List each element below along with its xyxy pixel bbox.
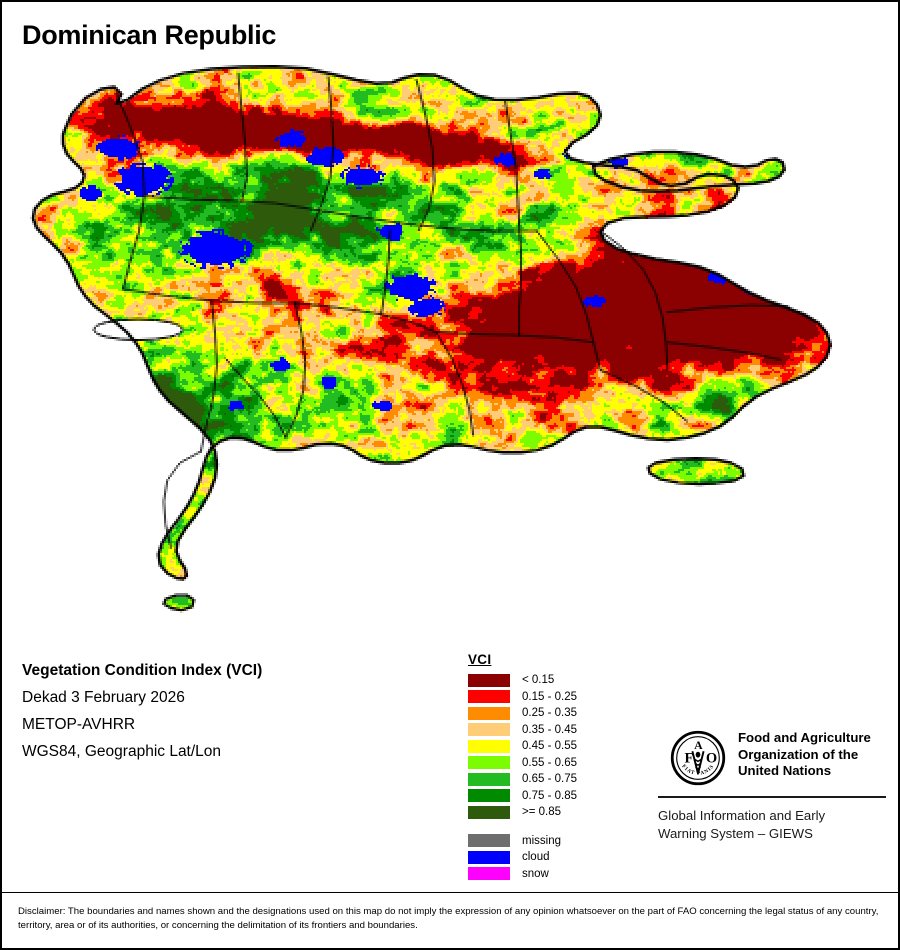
legend-special-label: snow — [522, 867, 549, 880]
fao-organization-name: Food and Agriculture Organization of the U… — [738, 730, 871, 780]
legend-class-label: 0.65 - 0.75 — [522, 773, 577, 786]
disclaimer-text: Disclaimer: The boundaries and names sho… — [18, 906, 879, 931]
legend-special-label: missing — [522, 834, 561, 847]
legend-spacer — [468, 821, 638, 833]
legend-class-1[interactable]: 0.15 - 0.25 — [468, 689, 638, 706]
legend-class-swatch — [468, 690, 510, 704]
legend-class-swatch — [468, 723, 510, 737]
fao-emblem-icon: F A O FIAT PANIS — [670, 730, 726, 786]
giews-line: Global Information and Early — [658, 808, 826, 823]
legend-title: VCI — [468, 652, 492, 667]
map-figure — [10, 57, 894, 637]
legend-special-label: cloud — [522, 851, 550, 864]
legend-class-label: 0.55 - 0.65 — [522, 756, 577, 769]
map-info-block: Vegetation Condition Index (VCI) Dekad 3 … — [22, 657, 442, 765]
legend-class-label: < 0.15 — [522, 674, 555, 687]
legend-special-swatch — [468, 867, 510, 881]
legend-special-2[interactable]: snow — [468, 866, 638, 883]
giews-system-name: Global Information and Early Warning Syst… — [658, 807, 895, 843]
fao-logo-row: F A O FIAT PANIS Food and Agriculture Org… — [670, 730, 895, 786]
page-title: Dominican Republic — [22, 20, 277, 50]
legend-special-swatch — [468, 850, 510, 864]
svg-text:A: A — [694, 739, 703, 752]
legend-class-swatch — [468, 739, 510, 753]
fao-org-line: Organization of the — [738, 746, 859, 762]
legend-class-swatch — [468, 805, 510, 819]
fao-branding: F A O FIAT PANIS Food and Agriculture Org… — [658, 730, 895, 843]
legend-class-swatch — [468, 673, 510, 687]
fao-org-line: Food and Agriculture — [738, 730, 871, 745]
legend-class-7[interactable]: 0.75 - 0.85 — [468, 788, 638, 805]
legend-class-label: 0.15 - 0.25 — [522, 690, 577, 703]
legend-class-3[interactable]: 0.35 - 0.45 — [468, 722, 638, 739]
legend-class-swatch — [468, 789, 510, 803]
legend: VCI < 0.15 0.15 - 0.25 0.25 - 0.35 0.35 - 0… — [468, 652, 638, 882]
legend-special-0[interactable]: missing — [468, 833, 638, 850]
legend-class-label: 0.25 - 0.35 — [522, 707, 577, 720]
legend-class-label: >= 0.85 — [522, 806, 562, 819]
info-line-1: Dekad 3 February 2026 — [22, 689, 185, 706]
legend-class-2[interactable]: 0.25 - 0.35 — [468, 705, 638, 722]
legend-class-label: 0.35 - 0.45 — [522, 723, 577, 736]
legend-class-4[interactable]: 0.45 - 0.55 — [468, 738, 638, 755]
legend-class-0[interactable]: < 0.15 — [468, 672, 638, 689]
legend-class-6[interactable]: 0.65 - 0.75 — [468, 771, 638, 788]
info-line-2: METOP-AVHRR — [22, 716, 136, 733]
legend-class-list: < 0.15 0.15 - 0.25 0.25 - 0.35 0.35 - 0.45 0… — [468, 672, 638, 821]
info-line-3: WGS84, Geographic Lat/Lon — [22, 743, 222, 760]
legend-special-swatch — [468, 834, 510, 848]
legend-class-8[interactable]: >= 0.85 — [468, 804, 638, 821]
fao-org-line: United Nations — [738, 763, 832, 778]
legend-special-1[interactable]: cloud — [468, 849, 638, 866]
disclaimer-divider — [2, 892, 898, 893]
vci-raster-map — [10, 57, 894, 637]
svg-text:O: O — [706, 750, 717, 766]
legend-class-swatch — [468, 706, 510, 720]
legend-class-swatch — [468, 756, 510, 770]
legend-special-list: missing cloud snow — [468, 833, 638, 883]
legend-class-swatch — [468, 772, 510, 786]
svg-text:F: F — [685, 750, 694, 766]
info-line-0: Vegetation Condition Index (VCI) — [22, 662, 263, 679]
giews-line: Warning System – GIEWS — [658, 826, 813, 841]
legend-class-label: 0.75 - 0.85 — [522, 789, 577, 802]
legend-class-5[interactable]: 0.55 - 0.65 — [468, 755, 638, 772]
fao-divider — [658, 796, 886, 798]
legend-class-label: 0.45 - 0.55 — [522, 740, 577, 753]
